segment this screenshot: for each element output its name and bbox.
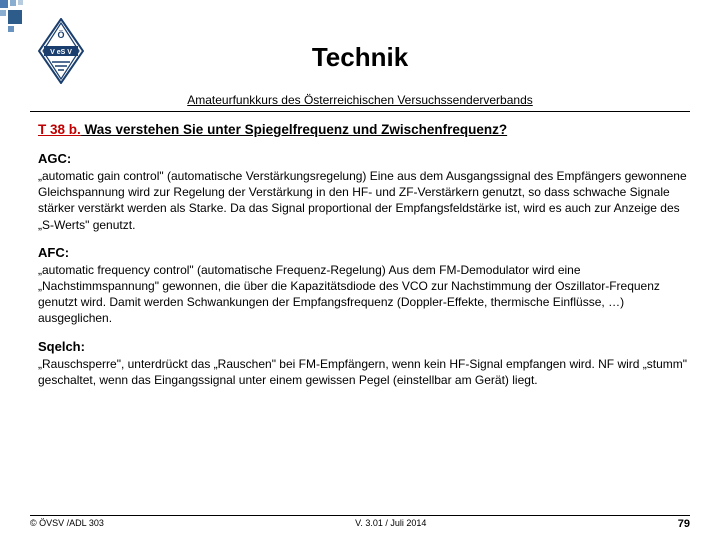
footer-center: V. 3.01 / Juli 2014 xyxy=(355,518,426,530)
decor-square xyxy=(10,0,16,6)
decor-square xyxy=(8,26,14,32)
section-head: Sqelch: xyxy=(38,339,690,354)
section-body: „Rauschsperre", unterdrückt das „Rausche… xyxy=(38,356,690,388)
section-body: „automatic gain control" (automatische V… xyxy=(38,168,690,233)
decor-square xyxy=(0,10,6,16)
decor-square xyxy=(8,10,22,24)
slide-page: Ö V eS V Technik Amateurfunkkurs des Öst… xyxy=(0,0,720,540)
divider xyxy=(30,111,690,112)
sections-container: AGC: „automatic gain control" (automatisc… xyxy=(30,151,690,388)
section-head: AFC: xyxy=(38,245,690,260)
section-body: „automatic frequency control" (automatis… xyxy=(38,262,690,327)
page-title: Technik xyxy=(30,42,690,73)
ovsv-logo: Ö V eS V xyxy=(38,18,84,84)
decor-square xyxy=(0,0,8,8)
footer-page: 79 xyxy=(678,518,690,530)
logo-text-mid: V eS V xyxy=(50,49,72,56)
page-subtitle: Amateurfunkkurs des Österreichischen Ver… xyxy=(30,93,690,107)
logo-text-top: Ö xyxy=(57,30,64,40)
decor-square xyxy=(18,0,23,5)
question-heading: T 38 b. Was verstehen Sie unter Spiegelf… xyxy=(38,122,690,137)
footer-left: © ÖVSV /ADL 303 xyxy=(30,518,104,530)
question-text: Was verstehen Sie unter Spiegelfrequenz … xyxy=(81,122,507,137)
question-tag: T 38 b. xyxy=(38,122,81,137)
section-head: AGC: xyxy=(38,151,690,166)
footer: © ÖVSV /ADL 303 V. 3.01 / Juli 2014 79 xyxy=(30,515,690,530)
